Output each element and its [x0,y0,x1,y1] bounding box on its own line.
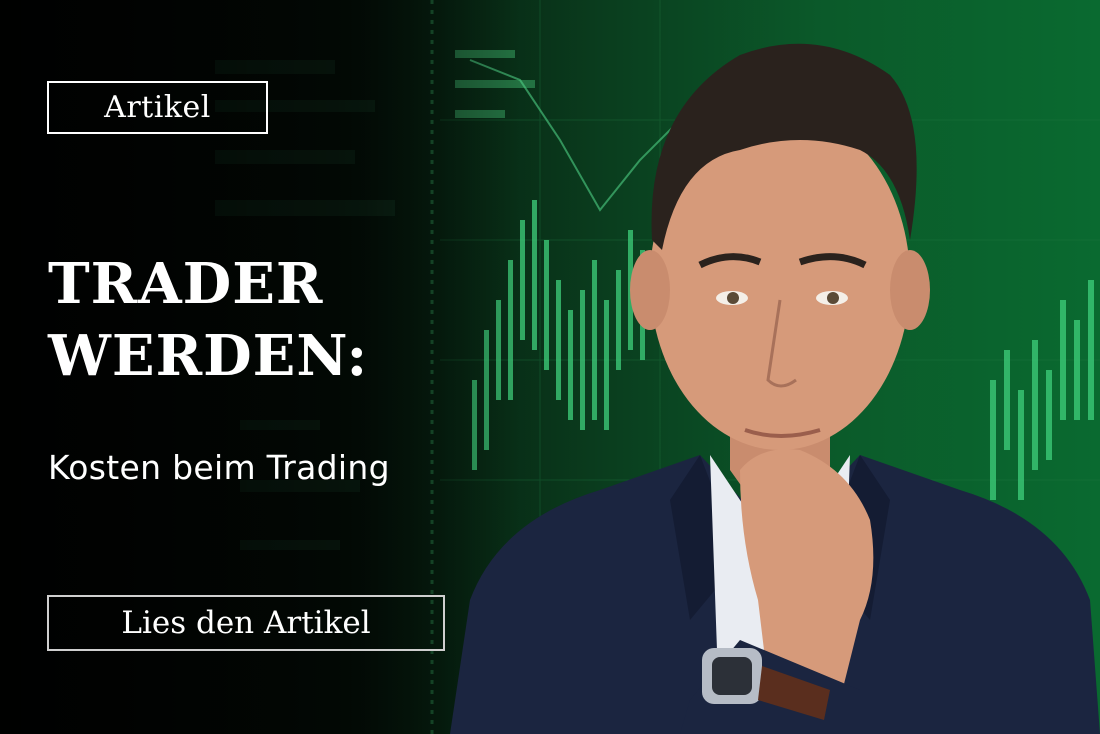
read-article-button[interactable]: Lies den Artikel [47,595,445,651]
subline: Kosten beim Trading [48,448,390,487]
headline-line-1: TRADER [48,251,324,317]
left-shade-overlay [0,0,520,734]
trader-portrait [450,43,1100,734]
article-badge: Artikel [47,81,268,134]
headline: TRADER WERDEN: [48,248,368,392]
headline-line-2: WERDEN: [48,323,369,389]
